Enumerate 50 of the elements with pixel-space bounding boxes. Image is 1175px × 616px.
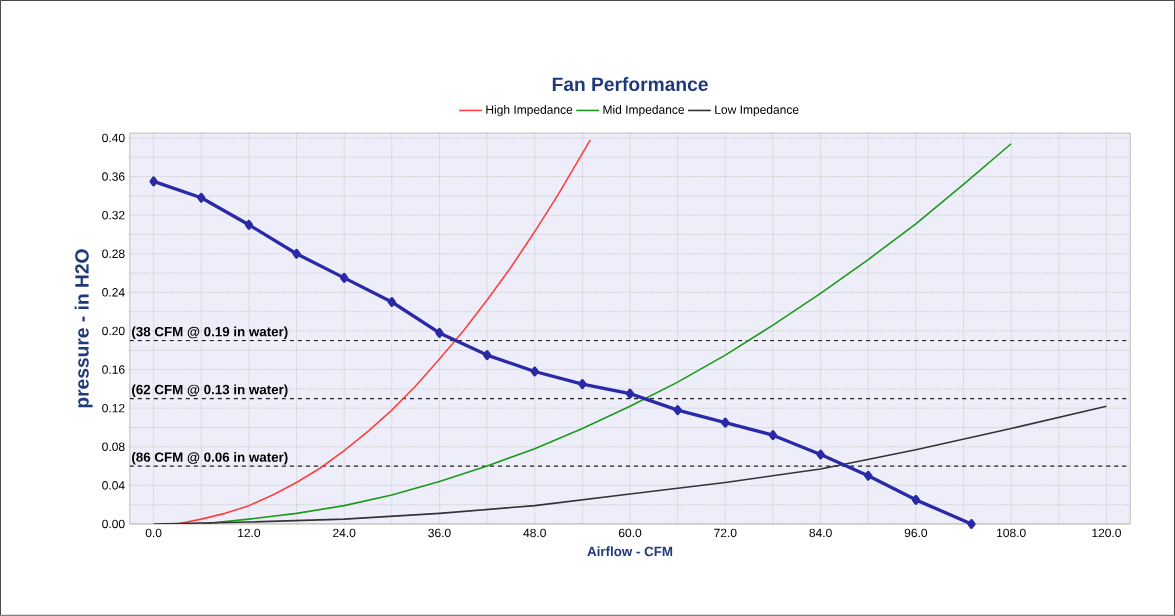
point bbox=[530, 366, 539, 377]
x-tick-label: 36.0 bbox=[428, 528, 451, 538]
chart-title: Fan Performance bbox=[552, 77, 708, 92]
point bbox=[911, 494, 921, 505]
x-tick-label: 72.0 bbox=[714, 528, 737, 538]
y-tick-label: 0.08 bbox=[102, 442, 125, 452]
y-tick-label: 0.00 bbox=[102, 519, 125, 529]
y-axis-title: pressure - in H2O bbox=[74, 249, 93, 408]
legend-label: High Impedance bbox=[486, 105, 573, 117]
ref-line-label: (86 CFM @ 0.06 in water) bbox=[132, 452, 288, 465]
x-tick-label: 48.0 bbox=[523, 528, 546, 538]
point bbox=[292, 248, 301, 259]
point bbox=[387, 297, 396, 308]
point bbox=[967, 519, 976, 530]
y-tick-label: 0.40 bbox=[102, 133, 125, 143]
x-tick-label: 12.0 bbox=[238, 528, 261, 538]
x-tick-label: 84.0 bbox=[809, 528, 832, 538]
legend-label: Mid Impedance bbox=[603, 105, 685, 117]
ref-line-label: (62 CFM @ 0.13 in water) bbox=[132, 384, 288, 398]
y-tick-label: 0.32 bbox=[102, 211, 125, 220]
x-tick-label: 24.0 bbox=[333, 528, 356, 538]
y-tick-label: 0.16 bbox=[102, 365, 125, 374]
point bbox=[197, 192, 206, 203]
y-tick-label: 0.24 bbox=[102, 288, 125, 297]
point bbox=[149, 176, 158, 187]
point bbox=[864, 470, 873, 481]
y-tick-label: 0.04 bbox=[102, 481, 125, 490]
x-tick-label: 0.0 bbox=[145, 528, 162, 538]
point bbox=[673, 405, 682, 416]
point bbox=[435, 328, 444, 339]
y-tick-label: 0.20 bbox=[102, 326, 125, 336]
point bbox=[768, 430, 778, 441]
point bbox=[578, 379, 587, 390]
y-tick-label: 0.36 bbox=[102, 172, 125, 181]
point bbox=[340, 273, 349, 284]
x-tick-label: 120.0 bbox=[1092, 528, 1121, 538]
line-series bbox=[152, 405, 1108, 525]
point bbox=[721, 417, 730, 428]
ref-line-label: (38 CFM @ 0.19 in water) bbox=[132, 326, 288, 340]
point bbox=[244, 219, 254, 230]
y-tick-label: 0.12 bbox=[102, 404, 125, 413]
point bbox=[482, 350, 492, 361]
x-axis-title: Airflow - CFM bbox=[587, 546, 673, 557]
x-tick-label: 96.0 bbox=[904, 528, 928, 538]
point bbox=[625, 388, 635, 399]
x-tick-label: 108.0 bbox=[997, 528, 1026, 538]
point bbox=[816, 449, 825, 460]
x-tick-label: 60.0 bbox=[618, 528, 642, 538]
legend-label: Low Impedance bbox=[715, 105, 799, 117]
y-tick-label: 0.28 bbox=[102, 249, 125, 259]
